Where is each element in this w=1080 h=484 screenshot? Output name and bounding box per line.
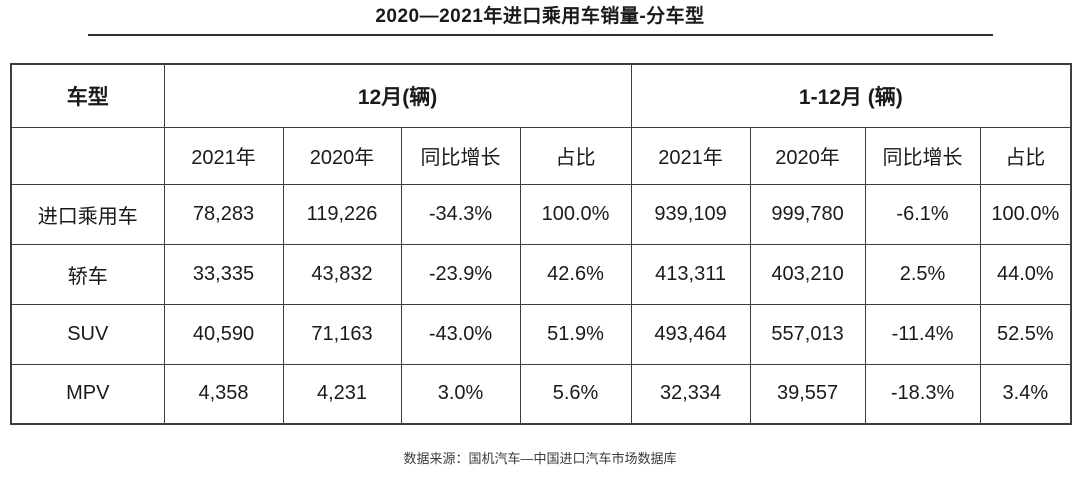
table-row-sedan: 轿车 33,335 43,832 -23.9% 42.6% 413,311 40…: [10, 243, 1072, 305]
header-group-ytd: 1-12月 (辆): [630, 63, 1072, 128]
table-row-imported-cars: 进口乘用车 78,283 119,226 -34.3% 100.0% 939,1…: [10, 183, 1072, 245]
corner-empty-cell: [10, 126, 165, 185]
cell-ytd-yoy: 2.5%: [864, 243, 981, 305]
cell-dec-2021: 40,590: [163, 303, 284, 365]
cell-ytd-share: 3.4%: [979, 363, 1072, 425]
page-title: 2020—2021年进口乘用车销量-分车型: [375, 6, 705, 27]
data-source-note: 数据来源：国机汽车—中国进口汽车市场数据库: [403, 451, 677, 466]
row-label: 轿车: [10, 243, 165, 305]
subheader-ytd-yoy: 同比增长: [864, 126, 981, 185]
subheader-ytd-share: 占比: [979, 126, 1072, 185]
header-sub-row: 2021年 2020年 同比增长 占比 2021年 2020年 同比增长 占比: [10, 126, 1072, 185]
cell-dec-share: 51.9%: [519, 303, 632, 365]
table-row-suv: SUV 40,590 71,163 -43.0% 51.9% 493,464 5…: [10, 303, 1072, 365]
header-group-row: 车型 12月(辆) 1-12月 (辆): [10, 63, 1072, 128]
cell-ytd-2020: 999,780: [749, 183, 866, 245]
subheader-dec-2020: 2020年: [282, 126, 402, 185]
cell-ytd-2020: 557,013: [749, 303, 866, 365]
cell-ytd-2021: 939,109: [630, 183, 751, 245]
cell-dec-2020: 43,832: [282, 243, 402, 305]
cell-dec-2021: 78,283: [163, 183, 284, 245]
cell-dec-share: 5.6%: [519, 363, 632, 425]
cell-dec-share: 100.0%: [519, 183, 632, 245]
cell-ytd-share: 100.0%: [979, 183, 1072, 245]
sales-table-container: 车型 12月(辆) 1-12月 (辆) 2021年 2020年 同比增长 占比 …: [0, 36, 1080, 425]
cell-dec-yoy: -23.9%: [400, 243, 521, 305]
cell-ytd-2020: 403,210: [749, 243, 866, 305]
subheader-dec-yoy: 同比增长: [400, 126, 521, 185]
cell-dec-2020: 119,226: [282, 183, 402, 245]
cell-ytd-share: 52.5%: [979, 303, 1072, 365]
cell-ytd-yoy: -18.3%: [864, 363, 981, 425]
cell-ytd-2021: 493,464: [630, 303, 751, 365]
subheader-dec-share: 占比: [519, 126, 632, 185]
cell-dec-2020: 4,231: [282, 363, 402, 425]
cell-ytd-share: 44.0%: [979, 243, 1072, 305]
cell-ytd-yoy: -11.4%: [864, 303, 981, 365]
sales-table: 车型 12月(辆) 1-12月 (辆) 2021年 2020年 同比增长 占比 …: [10, 63, 1073, 425]
cell-dec-yoy: 3.0%: [400, 363, 521, 425]
title-underline: [87, 34, 993, 36]
subheader-ytd-2020: 2020年: [749, 126, 866, 185]
row-label: SUV: [10, 303, 165, 365]
cell-ytd-yoy: -6.1%: [864, 183, 981, 245]
subheader-ytd-2021: 2021年: [630, 126, 751, 185]
cell-dec-share: 42.6%: [519, 243, 632, 305]
subheader-dec-2021: 2021年: [163, 126, 284, 185]
cell-dec-2021: 4,358: [163, 363, 284, 425]
header-group-december: 12月(辆): [163, 63, 632, 128]
cell-dec-2021: 33,335: [163, 243, 284, 305]
cell-dec-yoy: -34.3%: [400, 183, 521, 245]
cell-ytd-2020: 39,557: [749, 363, 866, 425]
cell-dec-2020: 71,163: [282, 303, 402, 365]
row-label: 进口乘用车: [10, 183, 165, 245]
cell-ytd-2021: 413,311: [630, 243, 751, 305]
row-label: MPV: [10, 363, 165, 425]
cell-dec-yoy: -43.0%: [400, 303, 521, 365]
header-vehicle-type: 车型: [10, 63, 165, 128]
table-row-mpv: MPV 4,358 4,231 3.0% 5.6% 32,334 39,557 …: [10, 363, 1072, 425]
cell-ytd-2021: 32,334: [630, 363, 751, 425]
